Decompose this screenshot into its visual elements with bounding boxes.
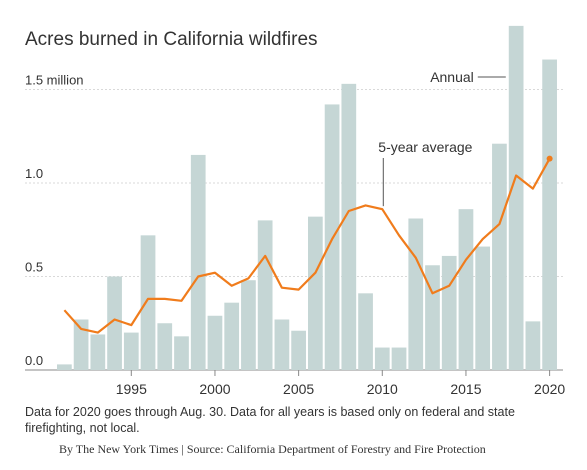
bar [107, 276, 122, 370]
source-credit: By The New York Times | Source: Californ… [59, 442, 486, 456]
x-tick-label: 2020 [534, 381, 565, 397]
bar [291, 330, 306, 370]
bar [190, 154, 206, 370]
bar [341, 83, 357, 371]
annual-annotation: Annual [430, 69, 474, 85]
annotations: Annual 5-year average [378, 69, 506, 207]
average-annotation: 5-year average [378, 139, 472, 155]
y-tick-label: 1.5 million [25, 72, 84, 87]
y-tick-label: 1.0 [25, 166, 43, 181]
bar [174, 336, 189, 370]
chart-title: Acres burned in California wildfires [25, 29, 318, 50]
bar [207, 315, 223, 370]
bar [73, 319, 89, 370]
bar [157, 323, 173, 370]
x-tick-label: 1995 [116, 381, 147, 397]
bar [358, 293, 373, 370]
average-line [63, 158, 551, 334]
x-tick-label: 2005 [283, 381, 314, 397]
x-tick-label: 2010 [367, 381, 398, 397]
bar [224, 302, 240, 370]
bar [274, 319, 290, 370]
bar [241, 280, 256, 370]
bar [542, 59, 557, 371]
bar [475, 246, 491, 370]
bar [492, 143, 507, 370]
bar [140, 235, 156, 370]
bar [90, 334, 106, 370]
y-axis-ticks: 0.0 0.5 1.0 1.5 million [25, 72, 84, 368]
bar [508, 25, 524, 370]
footnote: Data for 2020 goes through Aug. 30. Data… [25, 405, 515, 435]
bar [408, 218, 424, 370]
average-endpoint [546, 155, 553, 162]
bar [57, 364, 72, 370]
bar [441, 255, 457, 370]
bar [391, 347, 407, 370]
x-tick-label: 2015 [450, 381, 481, 397]
bar [374, 347, 390, 370]
x-axis-ticks: 1995 2000 2005 2010 2015 2020 [116, 370, 565, 397]
bar [307, 216, 323, 370]
x-tick-label: 2000 [199, 381, 230, 397]
bar [458, 209, 474, 370]
bar [123, 332, 139, 370]
y-tick-label: 0.5 [25, 259, 43, 274]
annual-bars [57, 25, 557, 371]
bar [525, 321, 541, 370]
five-year-average-line [63, 155, 553, 334]
bar [257, 220, 273, 370]
y-tick-label: 0.0 [25, 353, 43, 368]
